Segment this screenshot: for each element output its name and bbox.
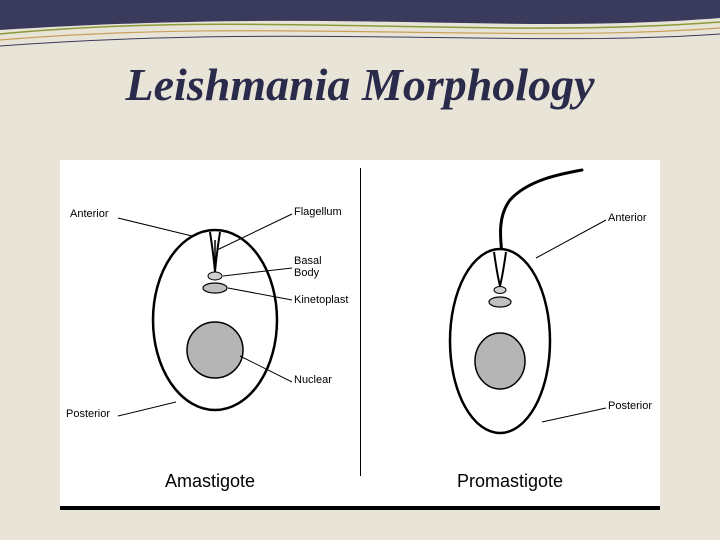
label-anterior: Anterior [70, 208, 109, 220]
caption-promastigote: Promastigote [457, 471, 563, 492]
label-basal-body: BasalBody [294, 256, 322, 279]
panel-amastigote: Anterior Posterior Flagellum BasalBody K… [60, 160, 360, 510]
label-posterior: Posterior [66, 408, 110, 420]
promastigote-leaders [360, 160, 660, 480]
panel-promastigote: Anterior Posterior Promastigote [360, 160, 660, 510]
label-posterior-pro: Posterior [608, 400, 652, 412]
panel-divider [360, 168, 361, 476]
figure-baseline [60, 506, 660, 510]
morphology-figure: Anterior Posterior Flagellum BasalBody K… [60, 160, 660, 510]
label-kinetoplast: Kinetoplast [294, 294, 348, 306]
label-flagellum: Flagellum [294, 206, 342, 218]
label-anterior-pro: Anterior [608, 212, 647, 224]
caption-amastigote: Amastigote [165, 471, 255, 492]
page-title: Leishmania Morphology [125, 58, 594, 111]
label-nuclear: Nuclear [294, 374, 332, 386]
